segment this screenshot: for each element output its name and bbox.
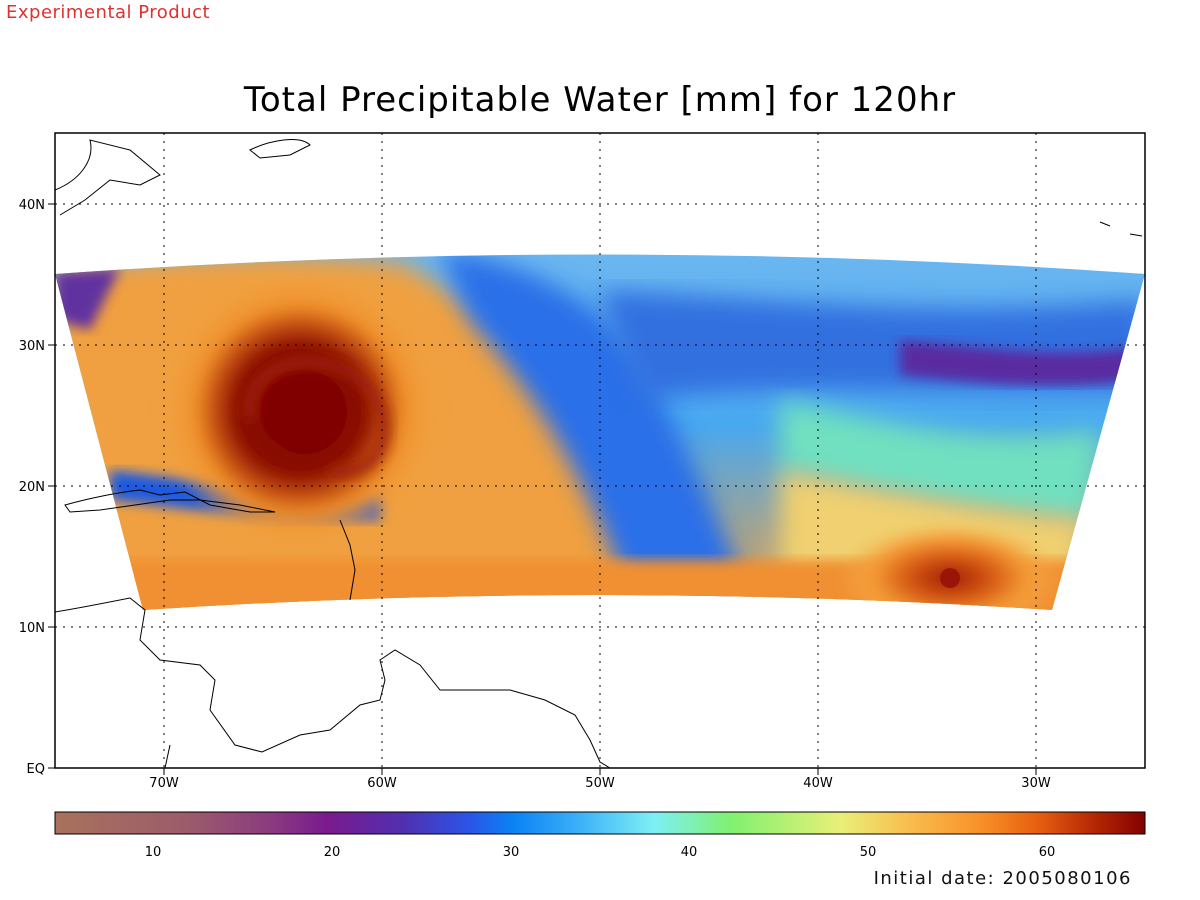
- initial-date-label: Initial date: 2005080106: [873, 868, 1132, 889]
- lon-label-70w: 70W: [149, 776, 179, 791]
- colorbar: 10 20 30 40 50 60: [54, 811, 1146, 860]
- precipitable-water-field: [55, 254, 1145, 610]
- colorbar-tick-40: 40: [681, 845, 698, 860]
- colorbar-tick-30: 30: [503, 845, 520, 860]
- colorbar-tick-50: 50: [860, 845, 877, 860]
- lat-label-eq: EQ: [27, 762, 45, 777]
- colorbar-tick-10: 10: [145, 845, 162, 860]
- lon-label-40w: 40W: [803, 776, 833, 791]
- graticule: [55, 133, 1145, 768]
- lat-label-40n: 40N: [19, 198, 45, 213]
- colorbar-ramp: [54, 811, 1146, 835]
- lon-label-60w: 60W: [367, 776, 397, 791]
- lon-label-30w: 30W: [1021, 776, 1051, 791]
- lat-label-10n: 10N: [19, 621, 45, 636]
- lat-label-20n: 20N: [19, 480, 45, 495]
- experimental-product-banner: Experimental Product: [6, 2, 211, 23]
- colorbar-tick-20: 20: [324, 845, 341, 860]
- coastlines: [55, 139, 1143, 768]
- lon-label-50w: 50W: [585, 776, 615, 791]
- colorbar-tick-60: 60: [1039, 845, 1056, 860]
- lat-label-30n: 30N: [19, 339, 45, 354]
- map-title: Total Precipitable Water [mm] for 120hr: [243, 80, 957, 120]
